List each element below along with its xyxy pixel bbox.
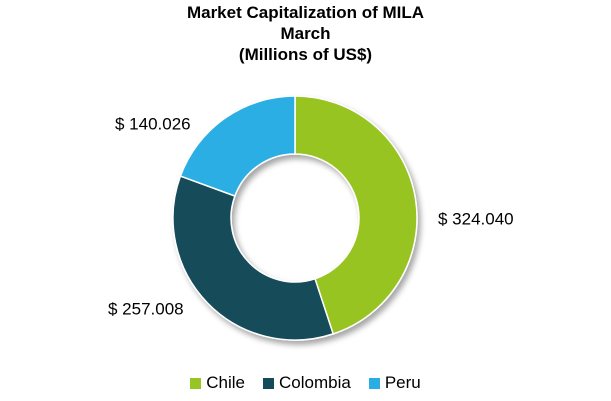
legend-label-peru: Peru (384, 373, 421, 392)
doughnut-slice-chile (294, 95, 418, 335)
legend-item-peru: Peru (368, 373, 421, 393)
data-label-peru: $ 140.026 (115, 114, 191, 133)
legend-label-chile: Chile (206, 373, 245, 392)
chart-legend: Chile Colombia Peru (0, 373, 611, 393)
data-label-colombia: $ 257.008 (108, 299, 184, 318)
doughnut-slice-colombia (172, 175, 335, 341)
doughnut-slice-peru (179, 95, 296, 197)
legend-label-colombia: Colombia (279, 373, 351, 392)
legend-swatch-peru (368, 377, 380, 389)
chart-title-line-1: Market Capitalization of MILA (186, 3, 425, 22)
legend-swatch-colombia (263, 377, 274, 389)
chart-title-line-3: (Millions of US$) (238, 45, 373, 64)
chart-title-line-2: March (280, 24, 331, 43)
doughnut-data-labels: $ 324.040 $ 257.008 $ 140.026 (108, 114, 514, 318)
legend-item-colombia: Colombia (263, 373, 351, 393)
chart-title: Market Capitalization of MILA March (Mil… (0, 2, 611, 65)
doughnut-slices (172, 95, 418, 341)
data-label-chile: $ 324.040 (438, 209, 514, 228)
legend-swatch-chile (190, 377, 202, 389)
legend-item-chile: Chile (190, 373, 245, 393)
